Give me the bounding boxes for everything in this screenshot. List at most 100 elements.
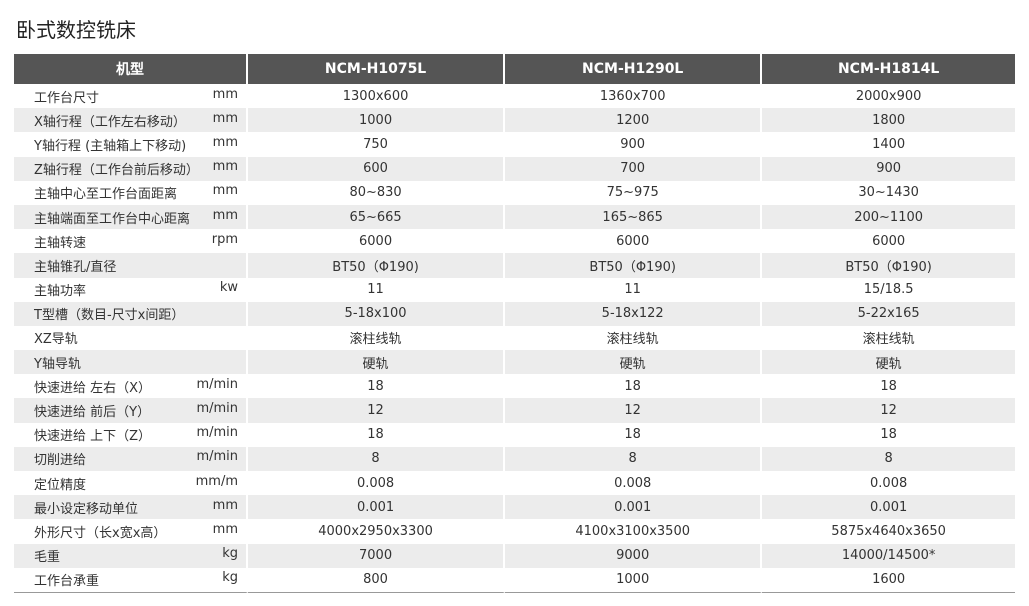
row-label-cell: 工作台承重 kg <box>14 567 248 593</box>
value-cell: 5-18x122 <box>505 301 763 326</box>
row-label: 主轴中心至工作台面距离 <box>34 187 178 203</box>
table-row: 主轴锥孔/直径 BT50（Φ190) BT50（Φ190) BT50（Φ190) <box>14 253 1015 278</box>
value-cell: 900 <box>762 156 1015 181</box>
table-row: 主轴端面至工作台中心距离 mm 65~665 165~865 200~1100 <box>14 204 1015 230</box>
row-label-cell: 主轴转速 rpm <box>14 229 248 254</box>
value-cell: 165~865 <box>505 204 763 230</box>
row-label-cell: 定位精度 mm/m <box>14 471 248 496</box>
value-cell: 硬轨 <box>762 350 1015 375</box>
value-cell: 0.008 <box>505 471 763 496</box>
row-label: 快速进给 前后（Y） <box>34 405 151 421</box>
value-cell: BT50（Φ190) <box>248 253 506 278</box>
row-label: T型槽（数目-尺寸x间距） <box>34 308 185 324</box>
value-cell: 18 <box>880 378 897 394</box>
value-cell: 800 <box>248 567 506 593</box>
value-cell: 4100x3100x3500 <box>505 519 763 544</box>
row-label-cell: 主轴锥孔/直径 <box>14 253 248 278</box>
value-cell: 1300x600 <box>248 84 506 109</box>
value-cell: 12 <box>248 398 506 423</box>
value-cell: 700 <box>505 156 763 181</box>
row-label: 定位精度 <box>34 477 87 493</box>
row-label-cell: X轴行程（工作左右移动） mm <box>14 108 248 133</box>
table-row: Y轴导轨 硬轨 硬轨 硬轨 <box>14 350 1015 375</box>
value-cell: 0.008 <box>248 471 506 496</box>
row-unit: mm <box>212 159 238 175</box>
value-cell: 1800 <box>762 108 1015 133</box>
row-label: 切削进给 <box>34 453 87 469</box>
header-cell: 机型 <box>14 54 248 84</box>
value-cell: 1000 <box>248 108 506 133</box>
row-unit: kg <box>222 546 238 562</box>
row-unit: mm <box>212 207 238 223</box>
header-cell: NCM-H1814L <box>762 54 1015 84</box>
row-label: Y轴行程 (主轴箱上下移动) <box>34 138 187 154</box>
value-cell: 14000/14500* <box>762 543 1015 568</box>
row-unit: rpm <box>211 231 238 247</box>
value-cell: 18 <box>505 422 763 447</box>
row-unit: mm <box>212 86 238 102</box>
header-cell: NCM-H1290L <box>505 54 763 84</box>
table-row: 切削进给 m/min 8 8 8 <box>14 446 1015 471</box>
table-row: Y轴行程 (主轴箱上下移动) mm 750 900 1400 <box>14 132 1015 157</box>
row-label-cell: 主轴功率 kw <box>14 277 248 302</box>
value-cell: 8 <box>762 446 1015 471</box>
value-cell: 4000x2950x3300 <box>248 519 506 544</box>
table-row: 外形尺寸（长x宽x高） mm 4000x2950x3300 4100x3100x350… <box>14 519 1015 544</box>
row-label-cell: Y轴导轨 <box>14 350 248 375</box>
value-cell: 6000 <box>872 233 906 249</box>
table-row: 快速进给 上下（Z） m/min 18 18 18 <box>14 422 1015 447</box>
header-cell: NCM-H1075L <box>248 54 506 84</box>
row-label: 主轴锥孔/直径 <box>34 259 117 275</box>
row-label-cell: 最小设定移动单位 mm <box>14 495 248 520</box>
value-cell: 18 <box>248 422 506 447</box>
value-cell: 18 <box>505 374 763 399</box>
value-cell: 0.001 <box>248 495 506 520</box>
row-unit: mm <box>212 521 238 537</box>
row-label-cell: 快速进给 前后（Y） m/min <box>14 398 248 423</box>
row-label-cell: Z轴行程（工作台前后移动） mm <box>14 156 248 181</box>
header-row: 机型 NCM-H1075L NCM-H1290L NCM-H1814L <box>14 54 1015 84</box>
table-row: 快速进给 左右（X） m/min 18 18 18 <box>14 374 1015 399</box>
row-label: 主轴端面至工作台中心距离 <box>34 211 191 227</box>
value-cell: 0.008 <box>870 475 908 491</box>
row-label-cell: 主轴中心至工作台面距离 mm <box>14 180 248 205</box>
row-label: Y轴导轨 <box>34 356 81 372</box>
row-unit: mm <box>212 183 238 199</box>
page-title: 卧式数控铣床 <box>16 18 136 42</box>
row-label: 毛重 <box>34 550 61 566</box>
value-cell: 滚柱线轨 <box>248 325 506 351</box>
value-cell: 7000 <box>248 543 506 568</box>
value-cell: 11 <box>248 277 506 302</box>
row-unit: mm <box>212 134 238 150</box>
row-unit: m/min <box>196 401 238 417</box>
value-cell: BT50（Φ190) <box>762 253 1015 278</box>
value-cell: 0.001 <box>762 495 1015 520</box>
row-unit: mm <box>212 497 238 513</box>
value-cell: 1000 <box>505 567 763 593</box>
value-cell: 1360x700 <box>505 84 763 109</box>
row-label-cell: 快速进给 上下（Z） m/min <box>14 422 248 447</box>
row-label: Z轴行程（工作台前后移动） <box>34 163 199 179</box>
row-label: 快速进给 上下（Z） <box>34 429 152 445</box>
value-cell: 30~1430 <box>858 185 919 201</box>
value-cell: 600 <box>248 156 506 181</box>
row-label: 工作台尺寸 <box>34 90 100 106</box>
value-cell: 1600 <box>762 568 1015 593</box>
value-cell: 900 <box>505 132 763 157</box>
value-cell: 0.001 <box>505 495 763 520</box>
row-label: 外形尺寸（长x宽x高） <box>34 525 167 541</box>
value-cell: 9000 <box>505 543 763 568</box>
table-row: X轴行程（工作左右移动） mm 1000 1200 1800 <box>14 108 1015 133</box>
value-cell: 12 <box>762 398 1015 423</box>
value-cell: 6000 <box>505 229 763 254</box>
table-row: 工作台尺寸 mm 1300x600 1360x700 2000x900 <box>14 84 1015 109</box>
value-cell: 8 <box>248 446 506 471</box>
value-cell: 滚柱线轨 <box>862 332 915 348</box>
value-cell: 12 <box>505 398 763 423</box>
row-label: 主轴转速 <box>34 235 87 251</box>
row-label: 快速进给 左右（X） <box>34 380 152 396</box>
value-cell: 8 <box>505 446 763 471</box>
row-label-cell: 快速进给 左右（X） m/min <box>14 374 248 399</box>
value-cell: 2000x900 <box>855 88 922 104</box>
value-cell: 1400 <box>872 136 906 152</box>
